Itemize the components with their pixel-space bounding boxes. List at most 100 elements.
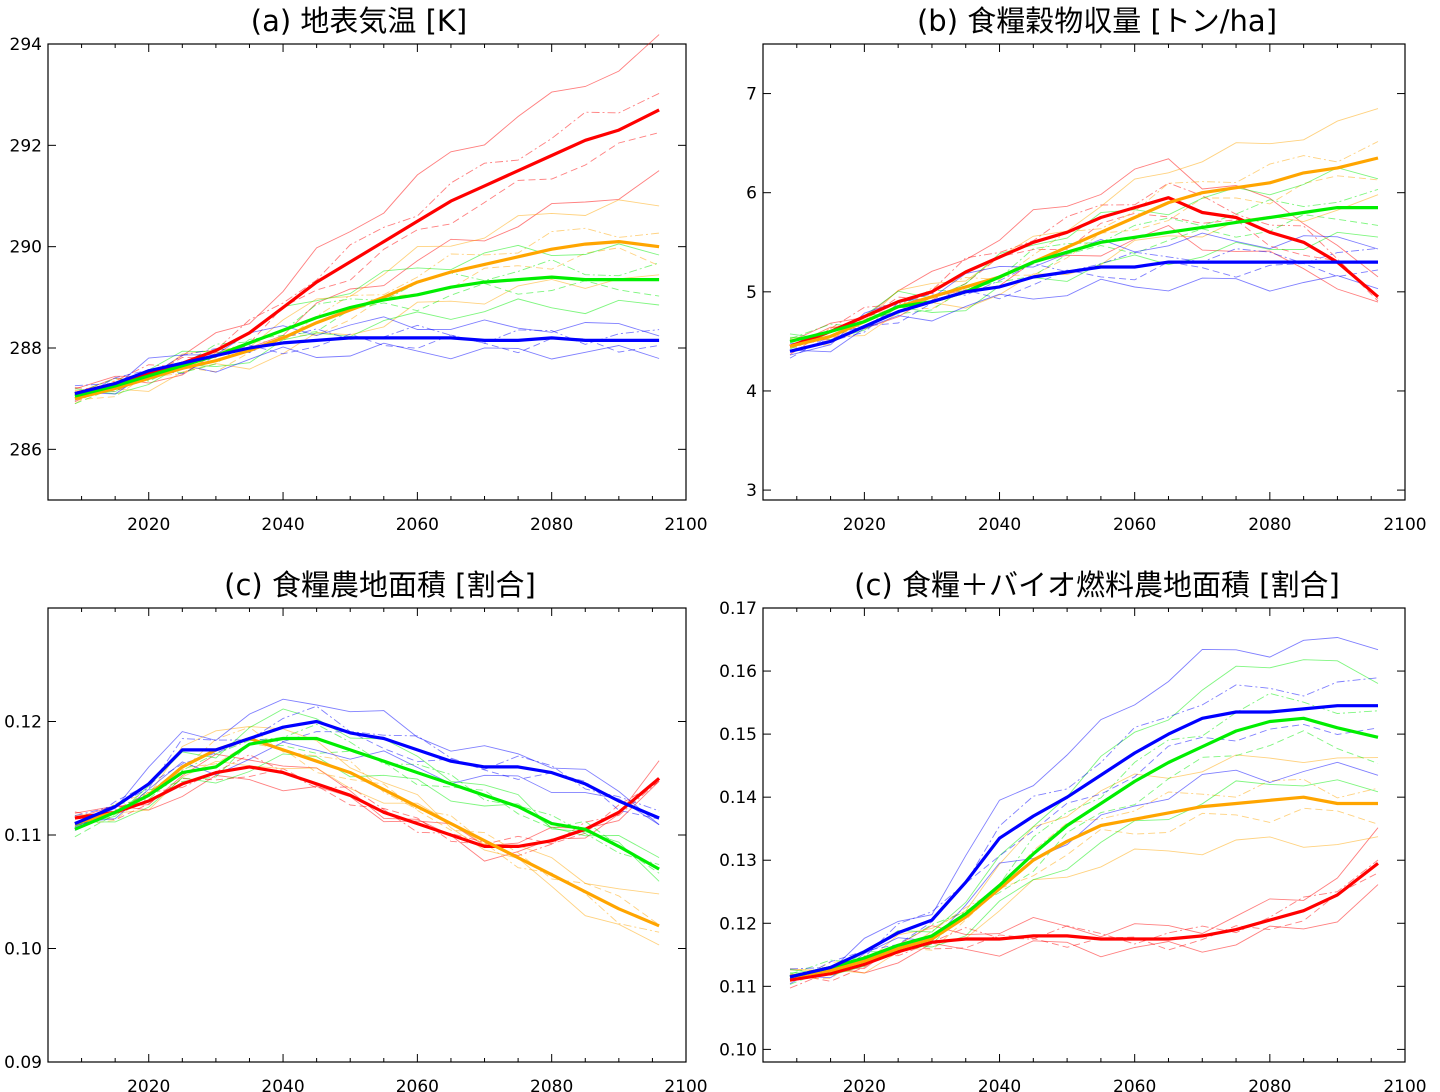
series-mean-line [74, 736, 660, 928]
ensemble-line [74, 274, 660, 393]
ensemble-line [789, 872, 1379, 982]
y-tick-label: 0.10 [4, 940, 42, 960]
x-tick-label: 2060 [396, 1077, 439, 1092]
panel-d: (c) 食糧＋バイオ燃料農地面積 [割合] 2020 2040 2060 2080 21… [719, 568, 1426, 1092]
y-tick-label: 0.17 [719, 599, 757, 619]
y-tick-label: 7 [746, 85, 757, 105]
series-mean-line [74, 736, 660, 871]
x-tick-label: 2080 [1248, 1077, 1291, 1092]
panel-b: (b) 食糧穀物収量 [トン/ha] 2020 2040 2060 2080 2100 3… [746, 4, 1426, 535]
y-tick-label: 0.12 [4, 713, 42, 733]
y-tick-label: 4 [746, 382, 757, 402]
ensemble-line [74, 243, 660, 393]
y-tick-label: 0.12 [719, 914, 757, 934]
ensemble-line [74, 726, 660, 933]
series-mean-line [789, 206, 1378, 343]
y-tick-label: 286 [10, 440, 42, 460]
y-tick-label: 0.10 [719, 1040, 757, 1060]
ensemble-line [74, 280, 660, 405]
x-tick-label: 2080 [530, 515, 573, 535]
ensemble-line [789, 859, 1379, 989]
x-tick-label: 2060 [396, 515, 439, 535]
x-tick-label: 2100 [1383, 1077, 1426, 1092]
ensemble-line [789, 730, 1379, 985]
x-tick-label: 2100 [1383, 515, 1426, 535]
ensemble-line [74, 170, 660, 395]
ensemble-line [789, 232, 1379, 356]
ensemble-line [789, 637, 1379, 982]
panel-a-plot-frame [47, 43, 687, 501]
x-tick-label: 2040 [261, 1077, 304, 1092]
panel-a-title: (a) 地表気温 [K] [251, 4, 467, 38]
ensemble-line [789, 214, 1379, 350]
y-tick-label: 0.13 [719, 851, 757, 871]
x-tick-label: 2040 [261, 515, 304, 535]
y-tick-label: 290 [10, 238, 42, 258]
ensemble-line [74, 698, 660, 828]
panel-d-plot-frame [762, 607, 1406, 1063]
ensemble-line [74, 34, 660, 390]
y-tick-label: 0.14 [719, 788, 757, 808]
y-tick-label: 0.16 [719, 662, 757, 682]
ensemble-line [789, 659, 1379, 974]
ensemble-line [74, 742, 660, 874]
series-mean-line [74, 275, 660, 398]
series-mean-line [789, 156, 1379, 348]
series-mean-line [789, 260, 1378, 353]
x-tick-label: 2080 [530, 1077, 573, 1092]
series-mean-line [74, 719, 660, 826]
x-tick-label: 2060 [1113, 515, 1156, 535]
ensemble-line [789, 141, 1379, 352]
ensemble-line [789, 194, 1379, 340]
ensemble-line [74, 726, 660, 946]
panel-c-title: (c) 食糧農地面積 [割合] [224, 568, 536, 602]
ensemble-line [789, 754, 1379, 973]
ensemble-line [789, 275, 1379, 353]
x-tick-label: 2020 [843, 515, 886, 535]
y-tick-label: 0.11 [719, 977, 757, 997]
y-tick-label: 288 [10, 339, 42, 359]
y-tick-label: 6 [746, 184, 757, 204]
panel-b-title: (b) 食糧穀物収量 [トン/ha] [917, 4, 1277, 38]
panel-c: (c) 食糧農地面積 [割合] 2020 2040 2060 2080 2100 0.09… [4, 568, 707, 1092]
series-mean-line [74, 336, 660, 396]
ensemble-line [789, 884, 1379, 981]
ensemble-line [74, 199, 660, 391]
x-tick-label: 2020 [127, 515, 170, 535]
ensemble-line [789, 779, 1379, 976]
y-tick-label: 292 [10, 136, 42, 156]
series-mean-line [74, 765, 661, 849]
series-mean-line [789, 795, 1378, 979]
panel-a: (a) 地表気温 [K] 2020 2040 2060 2080 2100 286 288 2… [10, 4, 708, 535]
series-mean-line [789, 862, 1379, 982]
y-tick-label: 0.11 [4, 826, 42, 846]
y-tick-label: 294 [10, 35, 42, 55]
x-tick-label: 2080 [1248, 515, 1291, 535]
y-tick-label: 0.09 [4, 1053, 42, 1073]
x-tick-label: 2060 [1113, 1077, 1156, 1092]
series-mean-line [74, 108, 660, 396]
series-mean-line [789, 716, 1379, 979]
series-mean-line [789, 704, 1378, 979]
ensemble-line [74, 227, 660, 405]
x-tick-label: 2100 [664, 515, 707, 535]
y-tick-label: 0.15 [719, 725, 757, 745]
ensemble-line [74, 705, 660, 817]
y-tick-label: 3 [746, 481, 757, 501]
ensemble-line [789, 677, 1379, 970]
ensemble-line [789, 723, 1379, 985]
ensemble-line [789, 761, 1379, 979]
x-tick-label: 2020 [843, 1077, 886, 1092]
ensemble-line [789, 212, 1379, 341]
ensemble-line [74, 316, 660, 398]
ensemble-line [74, 132, 660, 392]
ensemble-line [74, 247, 660, 401]
panel-d-title: (c) 食糧＋バイオ燃料農地面積 [割合] [854, 568, 1340, 602]
y-tick-label: 5 [746, 283, 757, 303]
ensemble-line [74, 92, 660, 403]
x-tick-label: 2040 [978, 515, 1021, 535]
x-tick-label: 2100 [664, 1077, 707, 1092]
series-mean-line [789, 196, 1380, 348]
x-tick-label: 2040 [978, 1077, 1021, 1092]
